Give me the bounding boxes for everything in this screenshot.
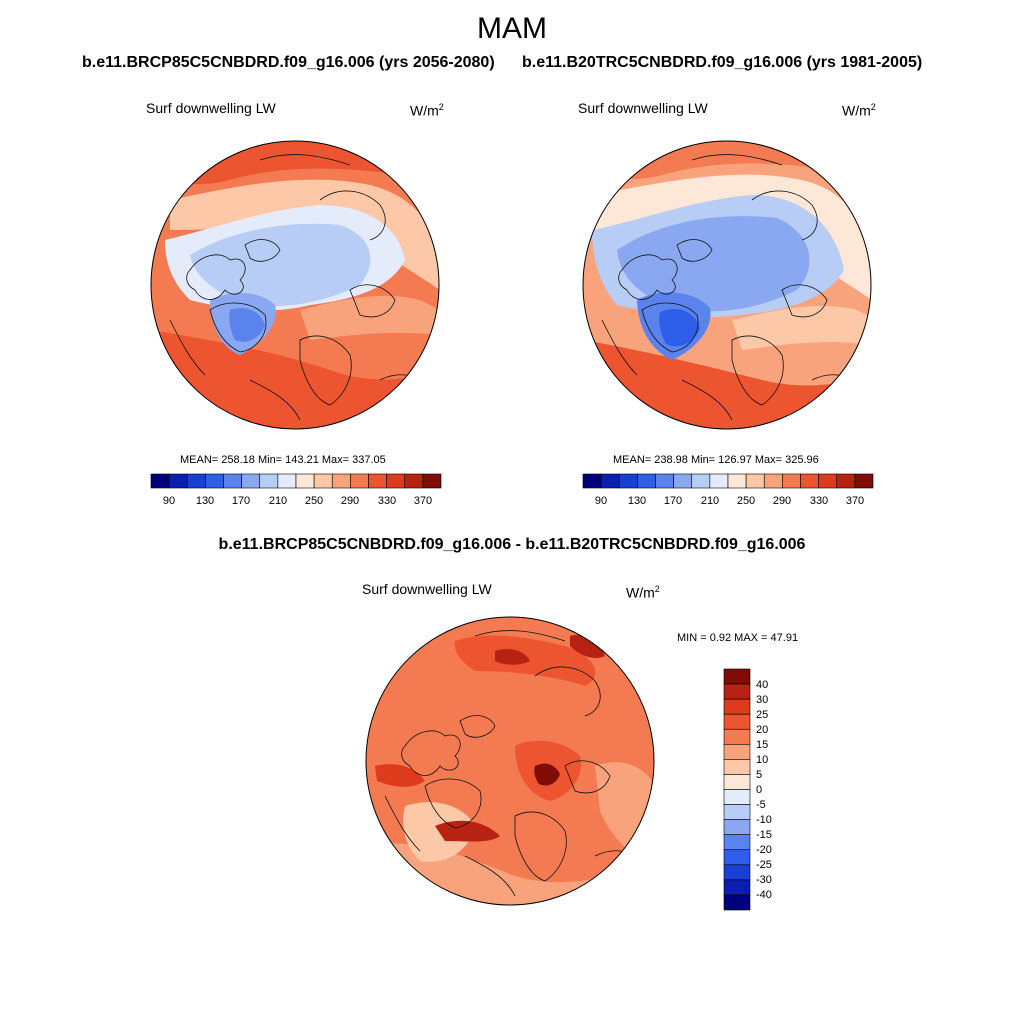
- diff-colorbar-tick: 20: [756, 724, 769, 736]
- right-run-title: b.e11.B20TRC5CNBDRD.f09_g16.006 (yrs 198…: [522, 54, 923, 71]
- diff-colorbar-swatch: [723, 804, 751, 820]
- right-colorbar-swatch: [709, 473, 729, 489]
- diff-polar-map: [365, 616, 655, 906]
- left-stats: MEAN= 258.18 Min= 143.21 Max= 337.05: [180, 454, 386, 466]
- diff-colorbar-swatch: [723, 698, 751, 715]
- right-colorbar-swatch: [691, 473, 711, 489]
- diff-colorbar-tick: 40: [756, 679, 769, 691]
- diff-colorbar-swatch: [723, 849, 751, 866]
- diff-variable-label: Surf downwelling LW: [362, 581, 492, 597]
- right-units-label: W/m2: [842, 102, 876, 119]
- left-colorbar-swatch: [223, 473, 242, 489]
- left-colorbar-tick: 90: [162, 495, 176, 507]
- left-colorbar-swatch: [386, 473, 406, 489]
- diff-colorbar-tick: 0: [756, 784, 763, 796]
- diff-colorbar-tick: 30: [756, 694, 769, 706]
- right-colorbar-tick: 170: [663, 495, 683, 507]
- diff-colorbar-tick: 25: [756, 709, 769, 721]
- left-colorbar-tick: 330: [377, 495, 397, 507]
- left-colorbar-swatch: [422, 473, 442, 489]
- left-units-label: W/m2: [410, 102, 444, 119]
- left-colorbar-swatch: [295, 473, 315, 489]
- diff-colorbar-tick: 5: [756, 769, 763, 781]
- diff-colorbar-tick: -30: [756, 874, 772, 886]
- left-colorbar-tick: 130: [195, 495, 215, 507]
- diff-colorbar-swatch: [723, 834, 751, 851]
- left-colorbar-tick: 250: [304, 495, 324, 507]
- diff-colorbar-swatch: [723, 668, 751, 685]
- diff-colorbar: [723, 668, 751, 911]
- diff-colorbar-swatch: [723, 819, 751, 835]
- left-colorbar-tick: 290: [340, 495, 360, 507]
- diff-units-label: W/m2: [626, 584, 660, 601]
- left-colorbar-tick: 170: [231, 495, 251, 507]
- diff-colorbar-tick: 10: [756, 754, 769, 766]
- right-colorbar-swatch: [655, 473, 674, 489]
- right-colorbar-swatch: [782, 473, 801, 489]
- right-colorbar-tick: 370: [845, 495, 865, 507]
- left-run-title: b.e11.BRCP85C5CNBDRD.f09_g16.006 (yrs 20…: [82, 54, 495, 71]
- right-colorbar-tick: 330: [809, 495, 829, 507]
- diff-colorbar-tick: -40: [756, 889, 772, 901]
- left-colorbar-swatch: [259, 473, 279, 489]
- left-colorbar-swatch: [205, 473, 224, 489]
- left-colorbar-swatch: [331, 473, 351, 489]
- left-colorbar: [150, 473, 442, 489]
- left-colorbar-swatch: [150, 473, 170, 489]
- diff-colorbar-tick: -25: [756, 859, 772, 871]
- right-colorbar-tick: 90: [594, 495, 608, 507]
- right-colorbar-swatch: [818, 473, 838, 489]
- right-colorbar-tick: 250: [736, 495, 756, 507]
- right-colorbar-swatch: [854, 473, 874, 489]
- right-colorbar-tick: 290: [772, 495, 792, 507]
- right-variable-label: Surf downwelling LW: [578, 100, 708, 116]
- left-colorbar-swatch: [404, 473, 424, 489]
- right-colorbar-swatch: [800, 473, 819, 489]
- right-colorbar-swatch: [618, 473, 638, 489]
- diff-colorbar-swatch: [723, 683, 751, 700]
- right-colorbar-swatch: [727, 473, 747, 489]
- right-colorbar-swatch: [637, 473, 656, 489]
- left-colorbar-swatch: [350, 473, 369, 489]
- diff-colorbar-swatch: [723, 774, 751, 790]
- right-colorbar-tick: 210: [700, 495, 720, 507]
- diff-colorbar-swatch: [723, 759, 751, 775]
- diff-colorbar-tick: 15: [756, 739, 769, 751]
- right-colorbar-swatch: [582, 473, 602, 489]
- right-colorbar-swatch: [763, 473, 783, 489]
- right-colorbar-swatch: [673, 473, 693, 489]
- left-colorbar-swatch: [186, 473, 206, 489]
- diff-colorbar-swatch: [723, 879, 751, 896]
- difference-title: b.e11.BRCP85C5CNBDRD.f09_g16.006 - b.e11…: [218, 536, 806, 553]
- diff-colorbar-tick: -10: [756, 814, 772, 826]
- diff-colorbar-swatch: [723, 894, 751, 911]
- left-polar-map: [150, 140, 440, 430]
- diff-colorbar-tick: -20: [756, 844, 772, 856]
- diff-colorbar-tick: -5: [756, 799, 766, 811]
- right-colorbar-swatch: [600, 473, 620, 489]
- right-colorbar-tick: 130: [627, 495, 647, 507]
- left-colorbar-swatch: [168, 473, 188, 489]
- left-colorbar-swatch: [241, 473, 261, 489]
- right-polar-map: [582, 140, 872, 430]
- right-colorbar-swatch: [745, 473, 765, 489]
- diff-colorbar-swatch: [723, 864, 751, 881]
- left-colorbar-tick: 210: [268, 495, 288, 507]
- diff-colorbar-swatch: [723, 789, 751, 805]
- right-colorbar: [582, 473, 874, 489]
- left-colorbar-tick: 370: [413, 495, 433, 507]
- diff-colorbar-swatch: [723, 728, 751, 745]
- diff-stats: MIN = 0.92 MAX = 47.91: [677, 632, 799, 644]
- diff-colorbar-tick: -15: [756, 829, 772, 841]
- left-variable-label: Surf downwelling LW: [146, 100, 276, 116]
- left-colorbar-swatch: [277, 473, 297, 489]
- diff-colorbar-swatch: [723, 713, 751, 730]
- right-stats: MEAN= 238.98 Min= 126.97 Max= 325.96: [613, 454, 819, 466]
- diff-colorbar-swatch: [723, 744, 751, 760]
- left-colorbar-swatch: [313, 473, 333, 489]
- figure-title: MAM: [477, 12, 547, 45]
- left-colorbar-swatch: [368, 473, 387, 489]
- right-colorbar-swatch: [836, 473, 856, 489]
